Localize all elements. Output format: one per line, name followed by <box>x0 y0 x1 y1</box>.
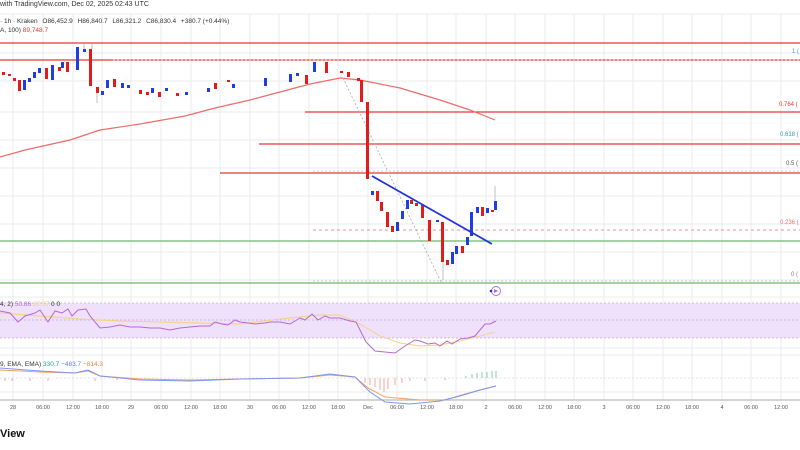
candlesticks <box>2 44 497 280</box>
x-tick: 3 <box>602 405 606 411</box>
rsi-band <box>0 303 800 338</box>
x-tick: 28 <box>9 405 17 411</box>
bearish-trendline <box>371 175 493 245</box>
x-tick: 2 <box>484 405 488 411</box>
symbol-info: · 1h · Kraken <box>0 18 38 25</box>
close-value: C86,830.4 <box>146 18 177 25</box>
rsi-signal-line <box>0 312 496 347</box>
fib-label-1: 1 ( <box>792 49 800 55</box>
macd-histogram-negative <box>4 378 446 392</box>
x-tick: 12:00 <box>774 405 788 411</box>
macd-histogram-positive <box>465 371 497 378</box>
x-axis: 28 06:00 12:00 18:00 29 06:00 12:00 18:0… <box>0 405 800 417</box>
x-tick: 12:00 <box>538 405 552 411</box>
chart-canvas[interactable] <box>0 0 800 420</box>
ma100-line <box>0 77 496 158</box>
x-tick: Dec <box>363 405 373 411</box>
fib-label-0: 0 ( <box>791 272 799 278</box>
rsi-label: 4, 2) <box>0 301 14 308</box>
fib-diagonal <box>342 77 442 283</box>
x-tick: 12:00 <box>302 405 316 411</box>
x-tick: 18:00 <box>449 405 463 411</box>
change-value: +380.7 (+0.44%) <box>180 18 230 25</box>
low-value: L86,321.2 <box>112 18 142 25</box>
high-value: H86,840.7 <box>77 18 108 25</box>
rsi-legend: 4, 2) 50.86 37.57 0 0 <box>0 301 60 308</box>
rsi-value: 50.86 <box>14 301 32 308</box>
macd-line <box>0 367 497 405</box>
rsi-signal-value: 37.57 <box>32 301 50 308</box>
x-tick: 06:00 <box>154 405 168 411</box>
macd-signal-value: −814.3 <box>82 361 104 368</box>
x-tick: 4 <box>720 405 724 411</box>
ohlc-legend: · 1h · Kraken O86,452.9 H86,840.7 L86,32… <box>0 18 232 25</box>
x-tick: 18:00 <box>685 405 699 411</box>
x-tick: 06:00 <box>744 405 758 411</box>
x-tick: 06:00 <box>272 405 286 411</box>
macd-value: −483.7 <box>61 361 82 368</box>
x-tick: 30 <box>246 405 254 411</box>
rsi-extra-1: 0 <box>51 301 55 308</box>
rsi-line <box>0 308 497 354</box>
replay-icon[interactable] <box>489 286 501 296</box>
x-tick: 06:00 <box>508 405 522 411</box>
x-tick: 18:00 <box>95 405 109 411</box>
fib-label-0764: 0.764 ( <box>779 102 798 108</box>
chart-title: with TradingView.com, Dec 02, 2025 02:43… <box>0 1 149 8</box>
ma-value: 89,748.7 <box>22 27 49 34</box>
fib-label-0618: 0.618 ( <box>780 132 799 138</box>
x-tick: 18:00 <box>331 405 345 411</box>
x-tick: 12:00 <box>184 405 198 411</box>
rsi-extra-2: 0 <box>56 301 61 308</box>
x-tick: 18:00 <box>213 405 227 411</box>
macd-label: 9, EMA, EMA) <box>0 361 42 368</box>
macd-legend: 9, EMA, EMA) 330.7 −483.7 −814.3 <box>0 361 103 368</box>
x-tick: 06:00 <box>626 405 640 411</box>
x-tick: 06:00 <box>390 405 404 411</box>
x-tick: 12:00 <box>66 405 80 411</box>
macd-hist-value: 330.7 <box>43 361 60 368</box>
macd-signal-line <box>0 369 497 401</box>
x-tick: 29 <box>127 405 135 411</box>
x-tick: 12:00 <box>420 405 434 411</box>
fib-label-0236: 0.236 ( <box>780 220 799 226</box>
x-tick: 12:00 <box>656 405 670 411</box>
x-tick: 18:00 <box>567 405 581 411</box>
x-tick: 06:00 <box>36 405 50 411</box>
footer-brand-text: View <box>0 428 25 440</box>
ma-label: A, 100) <box>0 27 21 34</box>
open-value: O86,452.9 <box>42 18 73 25</box>
ma-legend: A, 100) 89,748.7 <box>0 27 48 34</box>
fib-label-05: 0.5 ( <box>786 161 799 167</box>
